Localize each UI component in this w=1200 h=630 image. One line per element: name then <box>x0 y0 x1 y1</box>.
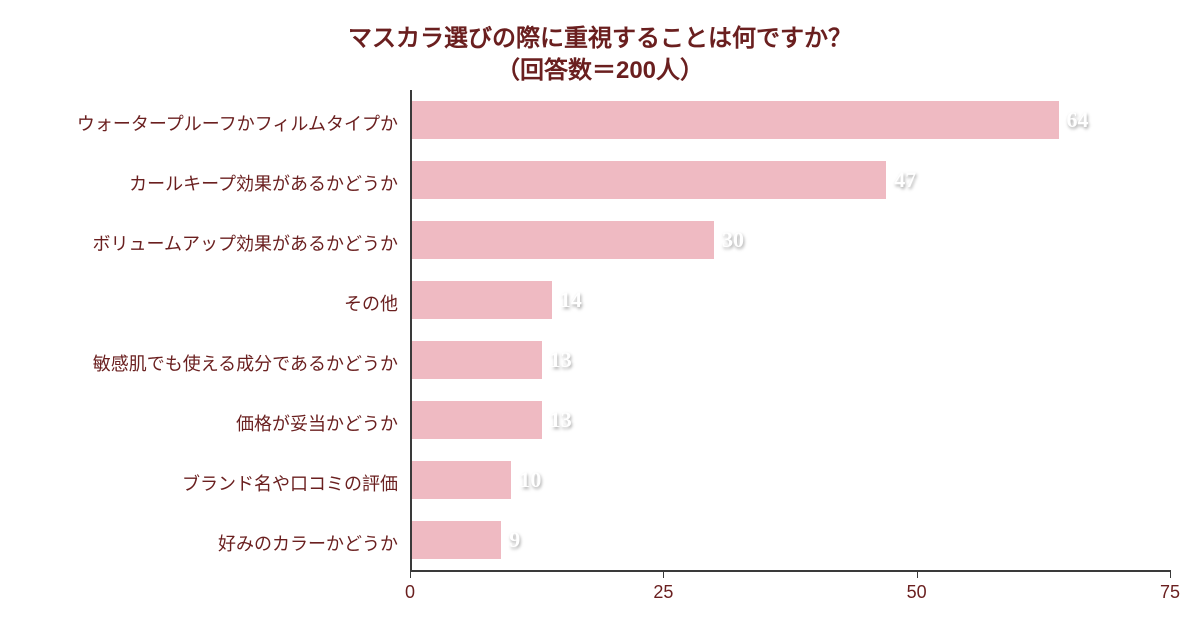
bar <box>410 461 511 499</box>
value-label: 13 <box>550 347 572 373</box>
category-label: 価格が妥当かどうか <box>236 410 398 436</box>
chart-title-line1: マスカラ選びの際に重視することは何ですか？ <box>0 18 1200 53</box>
bar <box>410 341 542 379</box>
value-label: 10 <box>519 467 541 493</box>
value-label: 14 <box>560 287 582 313</box>
bar <box>410 281 552 319</box>
value-label: 13 <box>550 407 572 433</box>
x-tick-label: 50 <box>907 582 927 603</box>
x-tick-label: 25 <box>653 582 673 603</box>
x-tick <box>917 570 918 578</box>
bar <box>410 161 886 199</box>
category-label: ウォータープルーフかフィルムタイプか <box>77 110 398 136</box>
category-label: その他 <box>344 290 398 316</box>
category-label: 敏感肌でも使える成分であるかどうか <box>93 350 398 376</box>
value-label: 9 <box>509 527 520 553</box>
x-axis <box>410 570 1170 572</box>
chart-title-line2: （回答数＝200人） <box>0 50 1200 85</box>
bar <box>410 401 542 439</box>
plot-area: 6447301413131090255075 <box>410 90 1170 570</box>
bar <box>410 521 501 559</box>
category-label: ブランド名や口コミの評価 <box>182 470 398 496</box>
x-tick <box>663 570 664 578</box>
value-label: 30 <box>722 227 744 253</box>
bar <box>410 101 1059 139</box>
y-axis <box>410 90 412 570</box>
category-label: カールキープ効果があるかどうか <box>129 170 398 196</box>
x-tick <box>1170 570 1171 578</box>
value-label: 64 <box>1067 107 1089 133</box>
x-tick <box>410 570 411 578</box>
chart-container: マスカラ選びの際に重視することは何ですか？ （回答数＝200人） 64 47 30 1… <box>0 0 1200 630</box>
value-label: 47 <box>894 167 916 193</box>
x-tick-label: 0 <box>405 582 415 603</box>
x-tick-label: 75 <box>1160 582 1180 603</box>
category-label: ボリュームアップ効果があるかどうか <box>93 230 398 256</box>
bar <box>410 221 714 259</box>
category-label: 好みのカラーかどうか <box>218 530 398 556</box>
